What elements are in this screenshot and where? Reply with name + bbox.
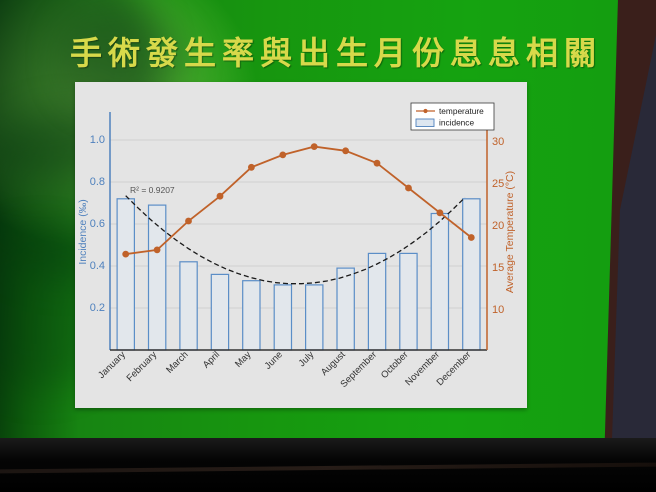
svg-text:25: 25	[492, 178, 504, 190]
svg-text:April: April	[201, 349, 222, 370]
svg-text:20: 20	[492, 220, 504, 232]
svg-text:0.2: 0.2	[90, 302, 105, 314]
svg-text:July: July	[297, 349, 317, 369]
svg-text:February: February	[125, 349, 160, 384]
svg-text:temperature: temperature	[439, 106, 484, 116]
svg-text:October: October	[379, 349, 411, 381]
svg-text:Average Temperature (°C): Average Temperature (°C)	[504, 171, 516, 293]
svg-text:Incidence (‰): Incidence (‰)	[77, 199, 89, 264]
svg-text:30: 30	[492, 136, 504, 148]
svg-text:June: June	[263, 349, 285, 371]
svg-text:15: 15	[492, 262, 504, 274]
svg-text:May: May	[233, 349, 254, 370]
svg-text:0.4: 0.4	[90, 260, 105, 272]
svg-text:R² = 0.9207: R² = 0.9207	[130, 185, 175, 195]
svg-text:0.8: 0.8	[90, 176, 105, 188]
svg-text:10: 10	[492, 304, 504, 316]
svg-text:incidence: incidence	[439, 117, 474, 127]
svg-text:August: August	[319, 349, 348, 378]
svg-text:March: March	[164, 349, 190, 375]
svg-text:December: December	[435, 349, 474, 388]
svg-text:1.0: 1.0	[90, 134, 105, 146]
svg-text:0.6: 0.6	[90, 218, 105, 230]
